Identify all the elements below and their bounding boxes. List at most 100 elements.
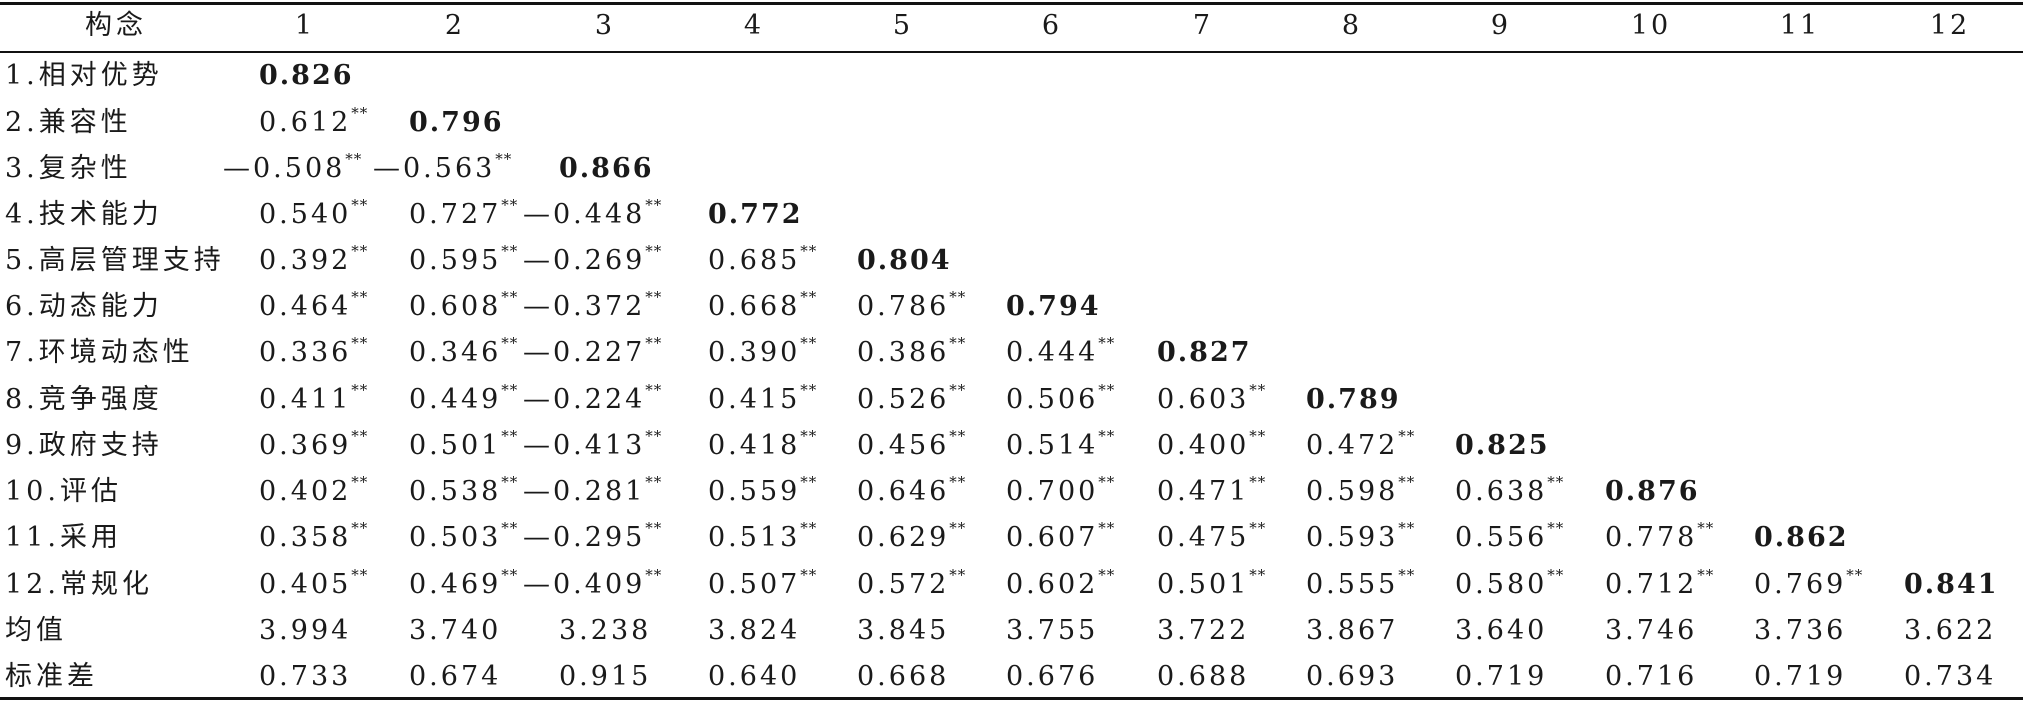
value-cell: 0.608** bbox=[409, 288, 519, 322]
row-label: 均值 bbox=[5, 615, 67, 646]
value-cell: 0.507** bbox=[708, 566, 818, 600]
header-col-6: 6 bbox=[1041, 10, 1063, 41]
row-label: 7.环境动态性 bbox=[5, 337, 194, 368]
significance-mark: ** bbox=[501, 242, 519, 260]
diagonal-value-cell: 0.862 bbox=[1754, 522, 1849, 553]
header-col-2: 2 bbox=[444, 10, 466, 41]
value-cell: 0.513** bbox=[708, 519, 818, 553]
diagonal-value-cell: 0.772 bbox=[708, 199, 803, 230]
value-cell: 0.471** bbox=[1157, 473, 1267, 507]
value-cell: —0.269** bbox=[523, 242, 663, 276]
header-col-7: 7 bbox=[1192, 10, 1214, 41]
value-cell: 0.612** bbox=[259, 104, 369, 138]
value-cell: 0.727** bbox=[409, 196, 519, 230]
value-cell: 0.402** bbox=[259, 473, 369, 507]
header-label: 构念 bbox=[85, 10, 147, 41]
significance-mark: ** bbox=[645, 427, 663, 445]
value-cell: 0.415** bbox=[708, 381, 818, 415]
value-cell: 0.464** bbox=[259, 288, 369, 322]
bottom-rule bbox=[0, 697, 2023, 700]
value-cell: —0.281** bbox=[523, 473, 663, 507]
value-cell: 0.572** bbox=[857, 566, 967, 600]
value-cell: 3.722 bbox=[1157, 615, 1250, 646]
significance-mark: ** bbox=[949, 334, 967, 352]
value-cell: 3.994 bbox=[259, 615, 352, 646]
value-cell: 0.607** bbox=[1006, 519, 1116, 553]
significance-mark: ** bbox=[800, 473, 818, 491]
value-cell: 0.716 bbox=[1605, 661, 1698, 692]
diagonal-value-cell: 0.866 bbox=[559, 153, 654, 184]
significance-mark: ** bbox=[1098, 473, 1116, 491]
value-cell: 0.700** bbox=[1006, 473, 1116, 507]
value-cell: 0.559** bbox=[708, 473, 818, 507]
value-cell: 3.622 bbox=[1904, 615, 1997, 646]
significance-mark: ** bbox=[800, 381, 818, 399]
value-cell: 0.475** bbox=[1157, 519, 1267, 553]
value-cell: 0.456** bbox=[857, 427, 967, 461]
significance-mark: ** bbox=[1098, 381, 1116, 399]
significance-mark: ** bbox=[351, 104, 369, 122]
significance-mark: ** bbox=[949, 473, 967, 491]
diagonal-value-cell: 0.789 bbox=[1306, 384, 1401, 415]
top-rule bbox=[0, 2, 2023, 5]
value-cell: 0.358** bbox=[259, 519, 369, 553]
value-cell: 0.336** bbox=[259, 334, 369, 368]
value-cell: 0.786** bbox=[857, 288, 967, 322]
value-cell: —0.224** bbox=[523, 381, 663, 415]
significance-mark: ** bbox=[949, 566, 967, 584]
value-cell: 0.501** bbox=[1157, 566, 1267, 600]
significance-mark: ** bbox=[1697, 519, 1715, 537]
value-cell: 3.740 bbox=[409, 615, 502, 646]
value-cell: 0.733 bbox=[259, 661, 352, 692]
value-cell: 3.867 bbox=[1306, 615, 1399, 646]
value-cell: 0.769** bbox=[1754, 566, 1864, 600]
value-cell: 0.555** bbox=[1306, 566, 1416, 600]
value-cell: 0.668 bbox=[857, 661, 950, 692]
value-cell: 0.915 bbox=[559, 661, 652, 692]
significance-mark: ** bbox=[501, 427, 519, 445]
significance-mark: ** bbox=[501, 381, 519, 399]
value-cell: 0.400** bbox=[1157, 427, 1267, 461]
significance-mark: ** bbox=[501, 473, 519, 491]
table-row: 4.技术能力 0.540** 0.727** —0.448** 0.772 bbox=[0, 192, 2023, 238]
header-col-12: 12 bbox=[1929, 10, 1971, 41]
diagonal-value-cell: 0.876 bbox=[1605, 476, 1700, 507]
value-cell: 0.369** bbox=[259, 427, 369, 461]
significance-mark: ** bbox=[800, 566, 818, 584]
value-cell: 0.386** bbox=[857, 334, 967, 368]
row-label: 5.高层管理支持 bbox=[5, 245, 225, 276]
header-row: 构念 1 2 3 4 5 6 7 8 9 10 11 12 bbox=[0, 3, 2023, 49]
value-cell: —0.413** bbox=[523, 427, 663, 461]
significance-mark: ** bbox=[800, 334, 818, 352]
significance-mark: ** bbox=[1398, 473, 1416, 491]
header-col-5: 5 bbox=[892, 10, 914, 41]
value-cell: 0.676 bbox=[1006, 661, 1099, 692]
significance-mark: ** bbox=[351, 334, 369, 352]
significance-mark: ** bbox=[800, 288, 818, 306]
significance-mark: ** bbox=[501, 566, 519, 584]
value-cell: 3.845 bbox=[857, 615, 950, 646]
significance-mark: ** bbox=[1398, 519, 1416, 537]
row-label: 10.评估 bbox=[5, 476, 122, 507]
diagonal-value-cell: 0.827 bbox=[1157, 337, 1252, 368]
value-cell: 0.719 bbox=[1754, 661, 1847, 692]
significance-mark: ** bbox=[345, 150, 363, 168]
value-cell: 0.602** bbox=[1006, 566, 1116, 600]
significance-mark: ** bbox=[351, 566, 369, 584]
value-cell: 3.238 bbox=[559, 615, 652, 646]
table-row: 6.动态能力 0.464** 0.608** —0.372** 0.668** 0.786… bbox=[0, 284, 2023, 330]
table-row: 3.复杂性 —0.508** —0.563** 0.866 bbox=[0, 146, 2023, 192]
value-cell: —0.295** bbox=[523, 519, 663, 553]
value-cell: 3.736 bbox=[1754, 615, 1847, 646]
value-cell: 0.688 bbox=[1157, 661, 1250, 692]
value-cell: —0.563** bbox=[373, 150, 513, 184]
value-cell: 0.469** bbox=[409, 566, 519, 600]
diagonal-value-cell: 0.825 bbox=[1455, 430, 1550, 461]
value-cell: 0.538** bbox=[409, 473, 519, 507]
diagonal-value-cell: 0.796 bbox=[409, 107, 504, 138]
value-cell: 0.405** bbox=[259, 566, 369, 600]
significance-mark: ** bbox=[501, 196, 519, 214]
significance-mark: ** bbox=[1398, 427, 1416, 445]
value-cell: 0.603** bbox=[1157, 381, 1267, 415]
diagonal-value-cell: 0.804 bbox=[857, 245, 952, 276]
